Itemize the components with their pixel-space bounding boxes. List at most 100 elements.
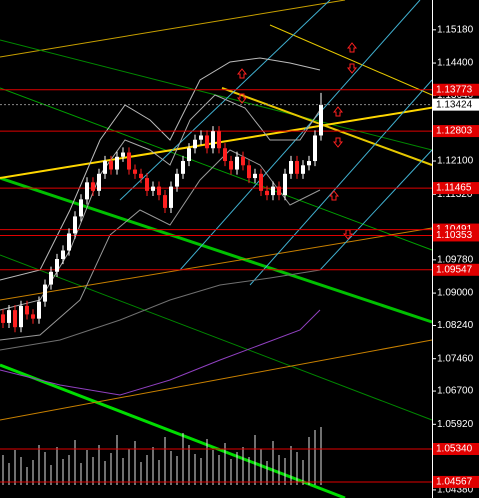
level-label-box: [433, 83, 479, 96]
level-label: 1.09547: [436, 264, 473, 275]
candle-body: [85, 182, 89, 200]
candle-body: [253, 173, 257, 179]
level-label: 1.05340: [436, 444, 473, 455]
y-tick-label: 1.15180: [437, 24, 474, 35]
candle-body: [73, 216, 77, 234]
arrow-down: [342, 229, 354, 240]
candle-body: [211, 131, 215, 149]
candle-body: [121, 152, 125, 157]
last-price-box: [433, 98, 479, 111]
candle-body: [307, 161, 311, 166]
candle-body: [283, 173, 287, 196]
level-label: 1.04567: [436, 477, 473, 488]
candle-body: [223, 148, 227, 162]
y-tick-label: 1.09000: [437, 288, 474, 299]
arrow-up: [236, 68, 248, 79]
trend-line: [0, 176, 433, 324]
candle-body: [217, 131, 221, 149]
candle-body: [115, 156, 119, 170]
candle-body: [235, 156, 239, 170]
candle-body: [145, 178, 149, 191]
level-label-box: [433, 475, 479, 488]
candle-body: [67, 233, 71, 251]
candle-body: [103, 161, 107, 174]
level-label: 1.12803: [436, 126, 473, 137]
moving-average: [0, 269, 321, 351]
trend-line: [0, 99, 479, 179]
candle-body: [139, 173, 143, 179]
candle-body: [13, 310, 17, 328]
candle-body: [37, 301, 41, 319]
candle-body: [169, 186, 173, 208]
candle-body: [193, 139, 197, 149]
y-tick-label: 1.11320: [437, 189, 473, 200]
arrow-up: [346, 42, 358, 53]
level-label: 1.13773: [436, 84, 473, 95]
candle-body: [1, 314, 5, 323]
candle-body: [19, 305, 23, 328]
candle-body: [181, 161, 185, 174]
y-tick-label: 1.09780: [437, 255, 474, 266]
y-tick-label: 1.04380: [437, 485, 474, 496]
candle-body: [247, 165, 251, 179]
candle-body: [61, 250, 65, 260]
y-tick-label: 1.06700: [437, 386, 474, 397]
y-tick-label: 1.14400: [437, 58, 474, 69]
y-tick-label: 1.08240: [437, 320, 474, 331]
candle-body: [55, 259, 59, 272]
arrow-up: [328, 190, 340, 201]
trend-line: [0, 227, 433, 301]
trend-line: [0, 339, 433, 421]
candle-body: [157, 186, 161, 196]
candle-body: [31, 314, 35, 319]
channel-line: [249, 79, 433, 286]
candle-body: [289, 161, 293, 174]
level-label-box: [433, 125, 479, 138]
candle-body: [109, 161, 113, 170]
candle-body: [271, 186, 275, 196]
y-tick-label: 1.07460: [437, 353, 474, 364]
candle-body: [133, 169, 137, 174]
candle-body: [313, 135, 317, 162]
arrow-down: [236, 93, 248, 104]
signal-arrows: [236, 42, 358, 240]
trend-line: [0, 363, 346, 498]
candle-body: [241, 156, 245, 166]
band-lower: [0, 149, 321, 341]
candle-body: [205, 135, 209, 149]
candle-body: [265, 190, 269, 196]
channel-line: [179, 0, 421, 271]
candle-body: [49, 271, 53, 285]
level-label-box: [433, 229, 479, 242]
trend-line: [0, 254, 433, 421]
candle-body: [187, 148, 191, 162]
candle-body: [25, 305, 29, 315]
arrow-down: [346, 63, 358, 74]
last-price-label: 1.13424: [436, 99, 473, 110]
candle-body: [199, 135, 203, 140]
moving-average: [0, 309, 321, 396]
candle-body: [301, 165, 305, 174]
level-label-box: [433, 263, 479, 276]
trend-line: [269, 24, 433, 96]
band-upper: [0, 57, 321, 281]
trend-line: [0, 87, 433, 251]
arrow-up: [332, 106, 344, 117]
trend-line: [0, 0, 346, 58]
candle-body: [151, 186, 155, 191]
candle-body: [43, 284, 47, 302]
candle-body: [7, 310, 11, 323]
candle-body: [79, 199, 83, 217]
candle-body: [277, 186, 281, 196]
y-tick-label: 1.05920: [437, 419, 474, 430]
candle-body: [175, 173, 179, 187]
candle-body: [229, 161, 233, 170]
y-tick-label: 1.12100: [437, 156, 474, 167]
trend-line: [221, 87, 433, 166]
candle-body: [91, 182, 95, 191]
candle-body: [163, 195, 167, 208]
candle-body: [97, 173, 101, 191]
